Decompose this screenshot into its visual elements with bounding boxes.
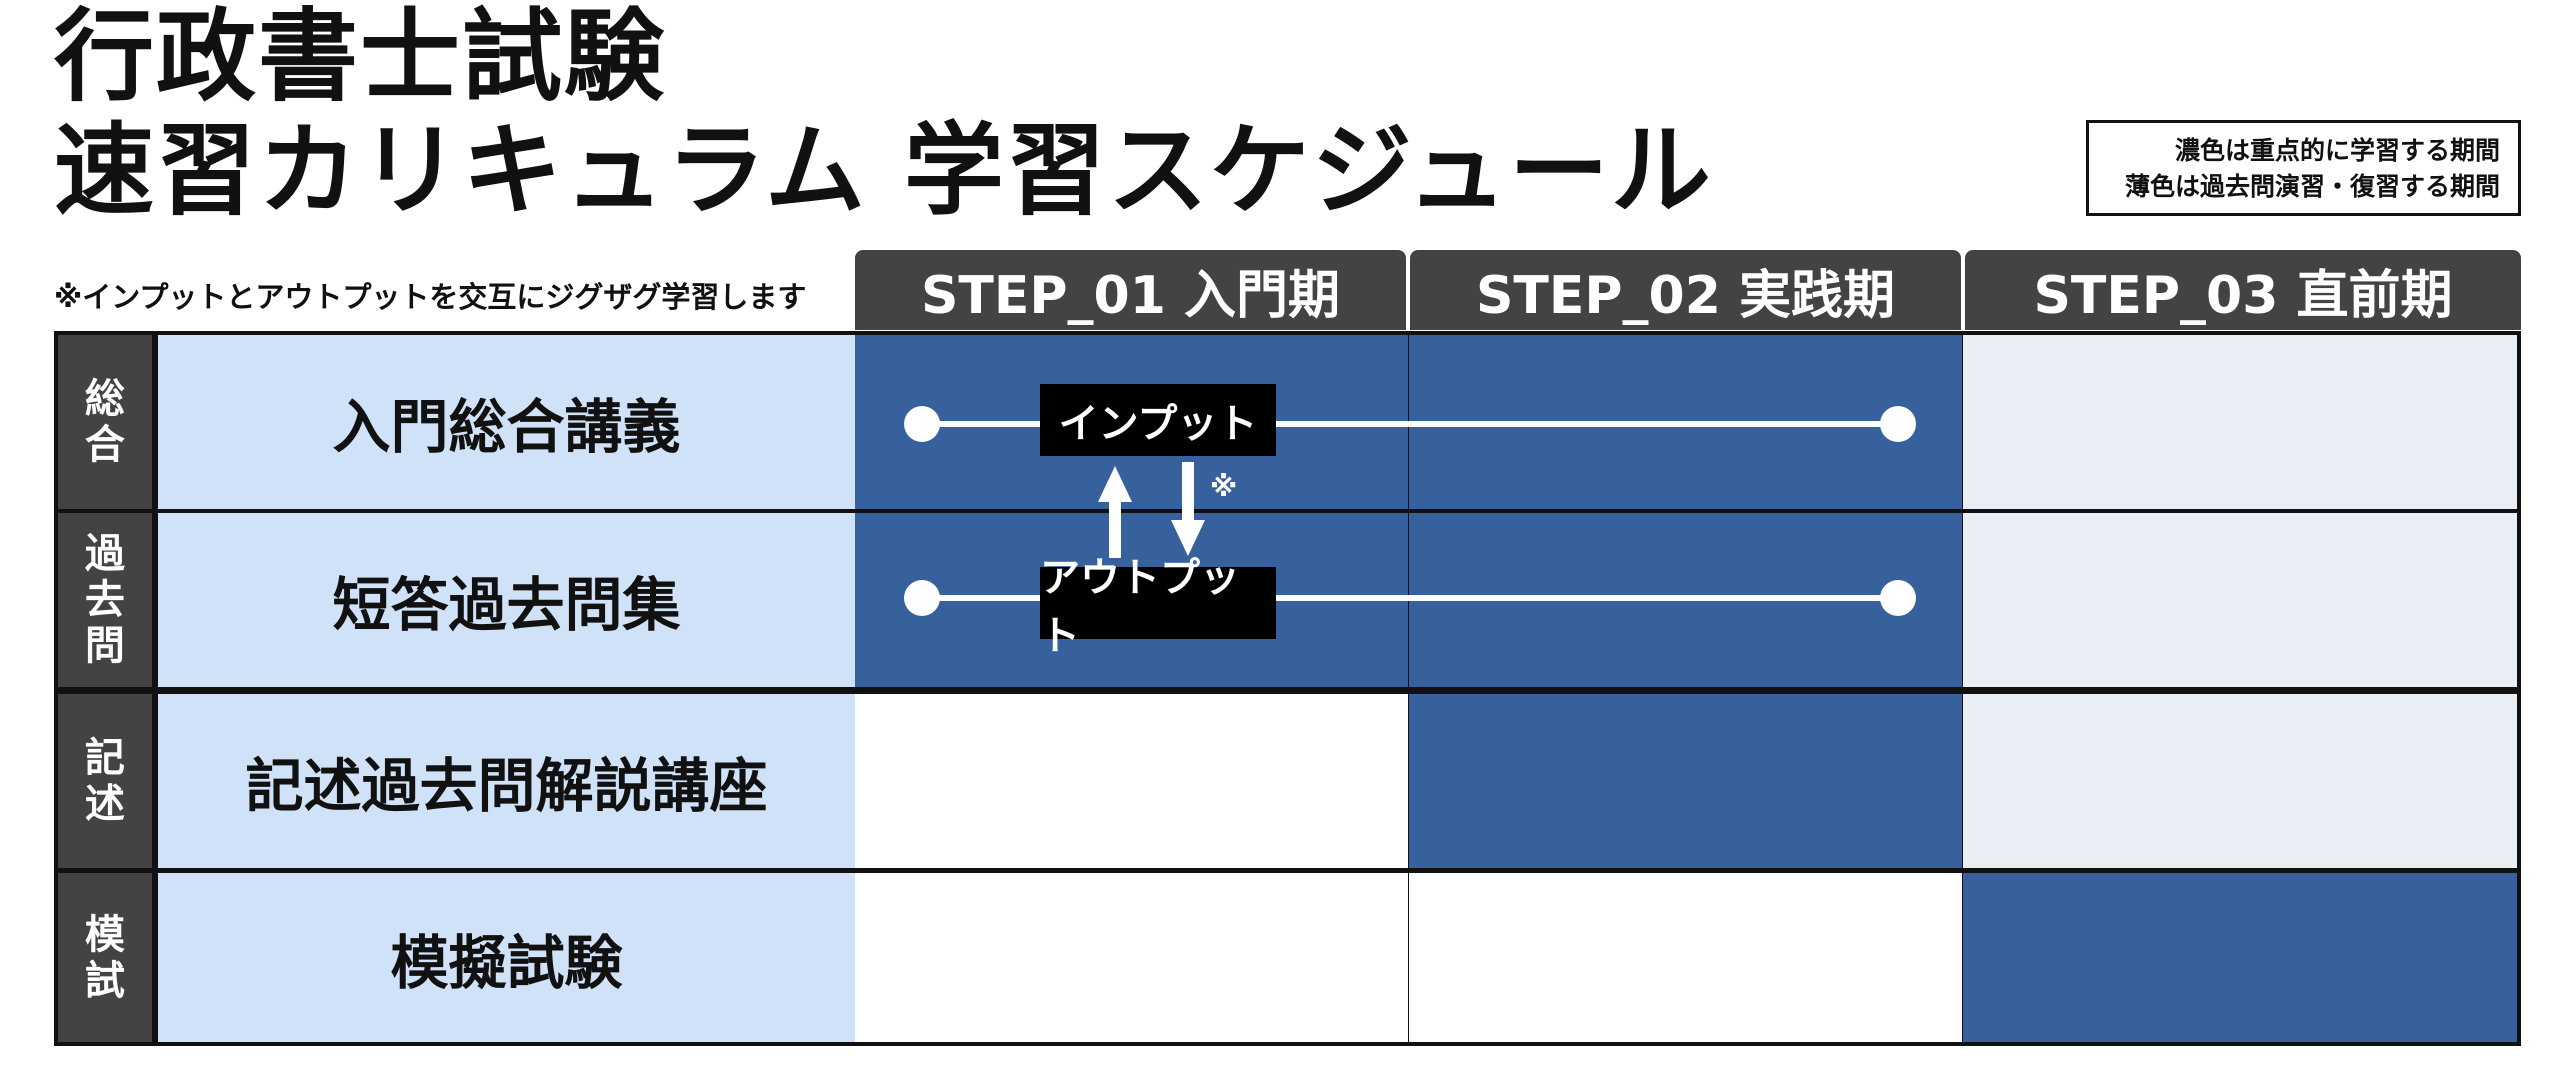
row-category: 模試 (58, 873, 152, 1042)
step-header-3: STEP_03 直前期 (1965, 250, 2521, 330)
schedule-row: 総合 入門総合講義 (58, 335, 2517, 509)
row-category: 総合 (58, 335, 152, 509)
step-header-2: STEP_02 実践期 (1410, 250, 1961, 330)
schedule-row: 記述 記述過去問解説講座 (58, 694, 2517, 868)
step-header-1: STEP_01 入門期 (855, 250, 1406, 330)
row-course-name: 模擬試験 (157, 873, 856, 1042)
row-step-cell (1408, 694, 1962, 868)
schedule-row: 過去問 短答過去問集 (58, 513, 2517, 687)
schedule-grid: 総合 入門総合講義 過去問 短答過去問集 記述 記述過去問解説講座 模試 模擬試… (54, 331, 2521, 1046)
row-step-cell (855, 335, 1408, 509)
legend-dark-text: 濃色は重点的に学習する期間 (2174, 136, 2500, 165)
row-course-name: 短答過去問集 (157, 513, 856, 687)
row-category: 過去問 (58, 513, 152, 687)
page-title-line-2: 速習カリキュラム 学習スケジュール (54, 112, 1713, 229)
row-step-cell (855, 873, 1408, 1042)
zigzag-note: ※インプットとアウトプットを交互にジグザグ学習します (54, 280, 807, 314)
row-step-cell (1962, 694, 2517, 868)
schedule-row: 模試 模擬試験 (58, 873, 2517, 1042)
legend-light-text: 薄色は過去問演習・復習する期間 (2124, 172, 2500, 201)
row-step-cell (855, 694, 1408, 868)
row-step-cell (855, 513, 1408, 687)
legend-box: 濃色は重点的に学習する期間 薄色は過去問演習・復習する期間 (2086, 120, 2521, 216)
page-title-line-1: 行政書士試験 (54, 0, 666, 115)
row-course-name: 入門総合講義 (157, 335, 856, 509)
row-step-cell (1962, 335, 2517, 509)
row-category: 記述 (58, 694, 152, 868)
row-step-cell (1962, 873, 2517, 1042)
row-course-name: 記述過去問解説講座 (157, 694, 856, 868)
row-step-cell (1408, 873, 1962, 1042)
row-step-cell (1408, 513, 1962, 687)
row-step-cell (1962, 513, 2517, 687)
row-step-cell (1408, 335, 1962, 509)
